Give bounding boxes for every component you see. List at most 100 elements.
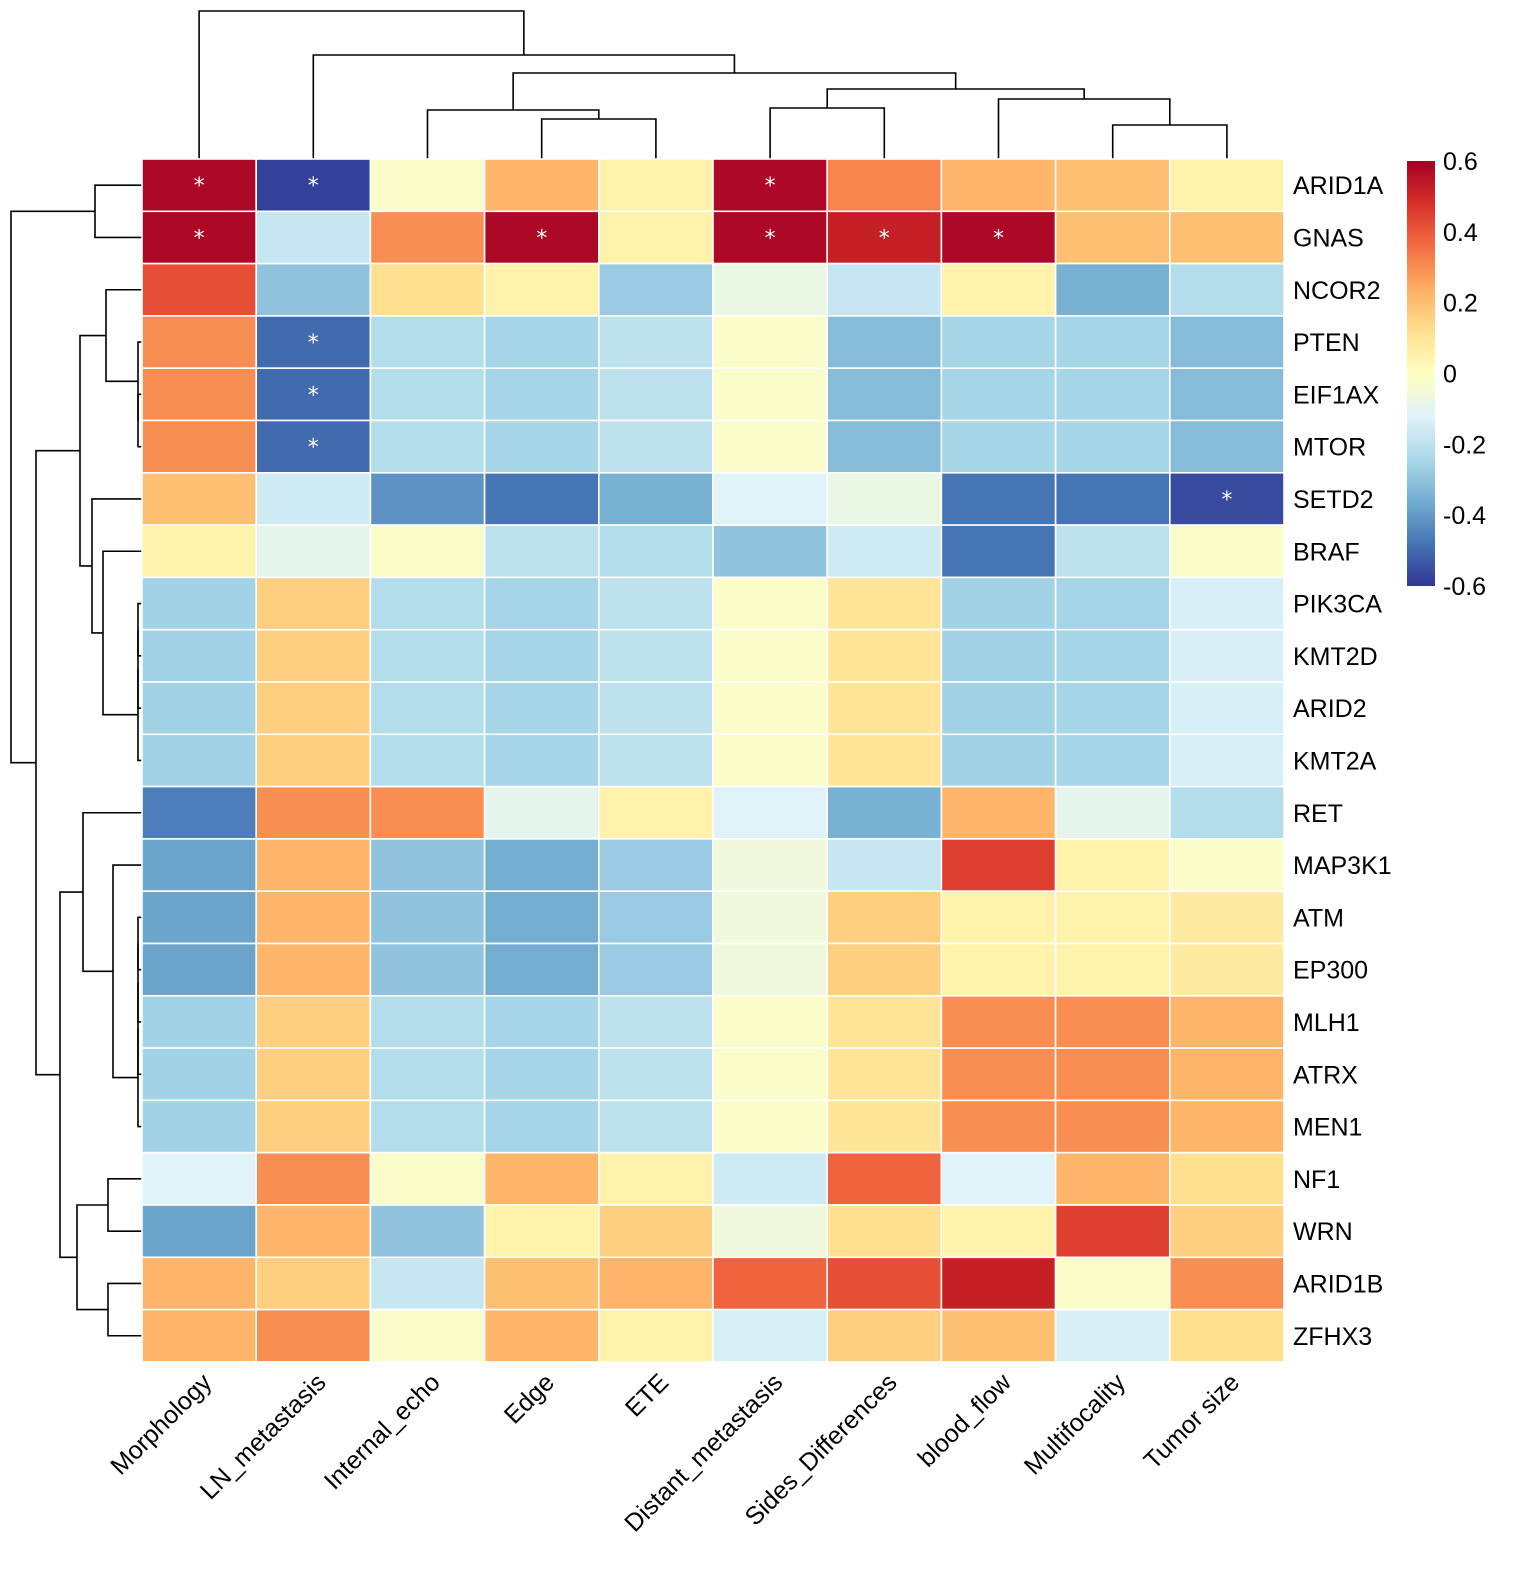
heatmap-cell-wrn-2 bbox=[369, 1204, 486, 1259]
heatmap-cell-men1-1 bbox=[255, 1099, 372, 1154]
heatmap-cell-braf-4 bbox=[597, 524, 714, 579]
heatmap-cell-atm-8 bbox=[1054, 890, 1171, 945]
heatmap-cell-map3k1-0 bbox=[141, 838, 257, 893]
heatmap-cell-wrn-9 bbox=[1169, 1204, 1285, 1259]
heatmap-cell-map3k1-2 bbox=[369, 838, 486, 893]
heatmap-cell-arid1a-4 bbox=[597, 158, 714, 213]
heatmap-cell-atm-5 bbox=[712, 890, 828, 945]
heatmap-cell-kmt2a-2 bbox=[369, 733, 486, 788]
heatmap-cell-setd2-8 bbox=[1054, 471, 1171, 526]
heatmap-cell-arid1b-6 bbox=[826, 1256, 943, 1311]
heatmap-cell-pten-5 bbox=[712, 315, 828, 369]
heatmap-cell-arid1a-6 bbox=[826, 158, 943, 213]
row-label-pten: PTEN bbox=[1293, 329, 1360, 357]
heatmap-cell-kmt2a-8 bbox=[1054, 733, 1171, 788]
heatmap-cell-nf1-0 bbox=[141, 1151, 257, 1206]
legend-ticks: -0.6 -0.4 -0.2 0 0.2 0.4 0.6 bbox=[1443, 148, 1486, 601]
heatmap-cell-men1-9 bbox=[1169, 1099, 1285, 1154]
legend-tick-label: -0.4 bbox=[1443, 502, 1486, 530]
heatmap-cell-pten-3 bbox=[483, 315, 600, 369]
heatmap-cell-men1-3 bbox=[483, 1099, 600, 1154]
heatmap-cell-setd2-4 bbox=[597, 471, 714, 526]
row-label-map3k1: MAP3K1 bbox=[1293, 852, 1392, 880]
heatmap-cell-atrx-2 bbox=[369, 1047, 486, 1102]
significance-star: * bbox=[194, 226, 205, 251]
heatmap-cell-ret-9 bbox=[1169, 785, 1285, 840]
row-label-ep300: EP300 bbox=[1293, 957, 1368, 985]
heatmap-cell-atrx-6 bbox=[826, 1047, 943, 1102]
row-label-atrx: ATRX bbox=[1293, 1061, 1358, 1089]
row-label-eif1ax: EIF1AX bbox=[1293, 381, 1379, 409]
heatmap-cell-ret-3 bbox=[483, 785, 600, 840]
heatmap-cell-wrn-1 bbox=[255, 1204, 372, 1259]
heatmap-cell-arid1b-0 bbox=[141, 1256, 257, 1311]
heatmap-cell-ep300-0 bbox=[141, 942, 257, 997]
significance-star: * bbox=[993, 226, 1004, 251]
heatmap-cell-arid1a-9 bbox=[1169, 158, 1285, 213]
heatmap-cell-atrx-0 bbox=[141, 1047, 257, 1102]
legend-tick-label: -0.2 bbox=[1443, 431, 1486, 459]
heatmap-cell-kmt2d-8 bbox=[1054, 628, 1171, 683]
heatmap-cell-braf-0 bbox=[141, 524, 257, 579]
heatmap-cell-setd2-6 bbox=[826, 471, 943, 526]
heatmap-cell-mlh1-0 bbox=[141, 994, 257, 1049]
heatmap-cell-braf-1 bbox=[255, 524, 372, 579]
heatmap-cell-nf1-7 bbox=[940, 1151, 1057, 1206]
heatmap-cell-arid2-3 bbox=[483, 681, 600, 736]
heatmap-cell-gnas-3 bbox=[483, 210, 600, 265]
heatmap-cell-arid2-0 bbox=[141, 681, 257, 736]
heatmap-cell-gnas-8 bbox=[1054, 210, 1171, 265]
heatmap-cell-eif1ax-3 bbox=[483, 367, 600, 422]
heatmap-cell-kmt2a-1 bbox=[255, 733, 372, 788]
heatmap-cell-pik3ca-2 bbox=[369, 576, 486, 631]
heatmap-cell-kmt2d-0 bbox=[141, 628, 257, 683]
row-label-wrn: WRN bbox=[1293, 1218, 1353, 1246]
heatmap-cell-arid2-7 bbox=[940, 681, 1057, 736]
heatmap-cell-mtor-7 bbox=[940, 419, 1057, 474]
heatmap-cell-map3k1-8 bbox=[1054, 838, 1171, 893]
heatmap-cell-mtor-9 bbox=[1169, 419, 1285, 474]
heatmap-cell-kmt2d-1 bbox=[255, 628, 372, 683]
heatmap-cell-ep300-9 bbox=[1169, 942, 1285, 997]
heatmap-cell-ret-0 bbox=[141, 785, 257, 840]
heatmap-cell-ret-7 bbox=[940, 785, 1057, 840]
heatmap-cell-ret-4 bbox=[597, 785, 714, 840]
heatmap-cell-kmt2a-7 bbox=[940, 733, 1057, 788]
legend-tick-label: 0 bbox=[1443, 361, 1457, 389]
heatmap-cell-zfhx3-0 bbox=[141, 1308, 257, 1363]
heatmap-cell-ep300-2 bbox=[369, 942, 486, 997]
heatmap-cell-ep300-6 bbox=[826, 942, 943, 997]
significance-star: * bbox=[308, 383, 319, 408]
heatmap-cell-nf1-2 bbox=[369, 1151, 486, 1206]
heatmap-cell-zfhx3-5 bbox=[712, 1308, 828, 1363]
significance-star: * bbox=[765, 174, 776, 199]
row-label-kmt2a: KMT2A bbox=[1293, 747, 1377, 775]
row-dendrogram bbox=[10, 184, 142, 1337]
heatmap-cell-atm-1 bbox=[255, 890, 372, 945]
heatmap-cell-zfhx3-3 bbox=[483, 1308, 600, 1363]
heatmap-cell-atrx-5 bbox=[712, 1047, 828, 1102]
heatmap-cell-pik3ca-7 bbox=[940, 576, 1057, 631]
column-label-2: Internal_echo bbox=[319, 1368, 446, 1495]
heatmap-cell-nf1-9 bbox=[1169, 1151, 1285, 1206]
heatmap-cell-wrn-5 bbox=[712, 1204, 828, 1259]
heatmap-cell-braf-6 bbox=[826, 524, 943, 579]
legend-colorbar bbox=[1407, 161, 1435, 586]
heatmap-cell-nf1-4 bbox=[597, 1151, 714, 1206]
heatmap-cell-kmt2d-2 bbox=[369, 628, 486, 683]
heatmap-cell-ret-2 bbox=[369, 785, 486, 840]
heatmap-cell-arid1b-2 bbox=[369, 1256, 486, 1311]
row-label-braf: BRAF bbox=[1293, 538, 1360, 566]
row-label-zfhx3: ZFHX3 bbox=[1293, 1323, 1372, 1351]
heatmap-cell-atm-4 bbox=[597, 890, 714, 945]
heatmap-cell-setd2-3 bbox=[483, 471, 600, 526]
heatmap-cell-braf-7 bbox=[940, 524, 1057, 579]
heatmap-cell-arid2-2 bbox=[369, 681, 486, 736]
heatmap-cell-men1-4 bbox=[597, 1099, 714, 1154]
heatmap-cell-arid1b-4 bbox=[597, 1256, 714, 1311]
row-label-men1: MEN1 bbox=[1293, 1114, 1362, 1142]
heatmap-cell-mtor-6 bbox=[826, 419, 943, 474]
heatmap-cell-zfhx3-2 bbox=[369, 1308, 486, 1363]
heatmap-cell-eif1ax-4 bbox=[597, 367, 714, 422]
heatmap-cell-wrn-3 bbox=[483, 1204, 600, 1259]
